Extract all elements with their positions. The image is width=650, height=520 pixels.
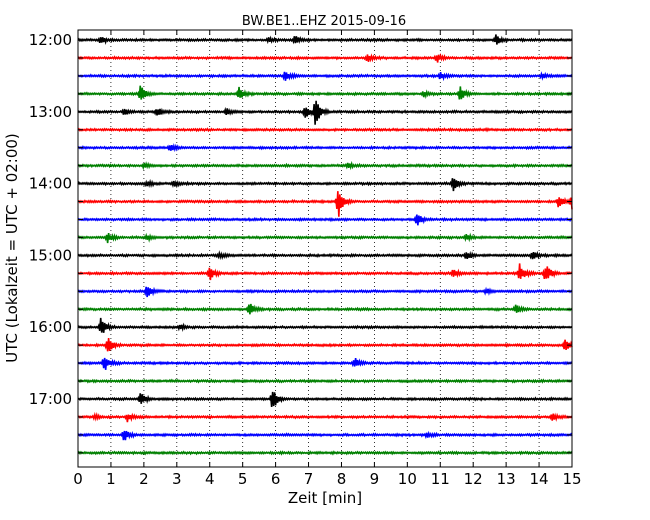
y-tick-label: 17:00	[29, 390, 72, 408]
x-tick-label: 15	[562, 470, 581, 488]
x-tick-label: 7	[304, 470, 314, 488]
trace-line	[77, 430, 573, 441]
trace-line	[77, 71, 573, 82]
trace-line	[77, 214, 573, 226]
trace-line	[77, 143, 573, 153]
trace-line	[77, 411, 573, 423]
y-tick-label: 13:00	[29, 103, 72, 121]
trace-line	[77, 317, 573, 333]
x-tick-label: 5	[238, 470, 248, 488]
grid-lines	[110, 30, 540, 467]
x-tick-label: 8	[337, 470, 347, 488]
trace-line	[77, 450, 573, 456]
trace-line	[77, 250, 573, 261]
trace-line	[77, 34, 573, 45]
y-tick-label: 14:00	[29, 175, 72, 193]
x-tick-label: 6	[271, 470, 281, 488]
trace-line	[77, 191, 573, 217]
x-tick-label: 13	[497, 470, 516, 488]
trace-line	[77, 126, 573, 133]
trace-line	[77, 337, 573, 352]
trace-line	[77, 85, 573, 100]
x-tick-label: 0	[73, 470, 83, 488]
x-tick-label: 11	[431, 470, 450, 488]
trace-line	[77, 52, 573, 63]
trace-line	[77, 160, 573, 171]
x-tick-label: 4	[205, 470, 215, 488]
trace-line	[77, 357, 573, 370]
x-axis: 0 1 2 3 4 5 6 7 8 9 10 11 12 13 14 15	[73, 30, 582, 488]
x-tick-label: 1	[106, 470, 116, 488]
y-axis: 12:00 13:00 14:00 15:00 16:00 17:00	[29, 31, 572, 454]
y-tick-label: 12:00	[29, 31, 72, 49]
trace-line	[77, 303, 573, 315]
trace-series	[77, 34, 573, 456]
x-tick-label: 12	[464, 470, 483, 488]
y-tick-label: 16:00	[29, 318, 72, 336]
chart-title: BW.BE1..EHZ 2015-09-16	[242, 14, 406, 29]
trace-line	[77, 232, 573, 244]
y-tick-label: 15:00	[29, 246, 72, 264]
trace-line	[77, 100, 573, 125]
y-axis-title: UTC (Lokalzeit = UTC + 02:00)	[3, 133, 21, 363]
x-tick-label: 2	[139, 470, 149, 488]
x-tick-label: 3	[172, 470, 182, 488]
trace-line	[77, 263, 573, 281]
trace-line	[77, 378, 573, 384]
trace-line	[77, 178, 573, 192]
x-tick-label: 14	[530, 470, 549, 488]
trace-line	[77, 391, 573, 407]
x-tick-label: 9	[370, 470, 380, 488]
trace-line	[77, 286, 573, 298]
plot-frame	[77, 29, 573, 468]
x-axis-title: Zeit [min]	[288, 489, 362, 507]
x-tick-label: 10	[398, 470, 417, 488]
